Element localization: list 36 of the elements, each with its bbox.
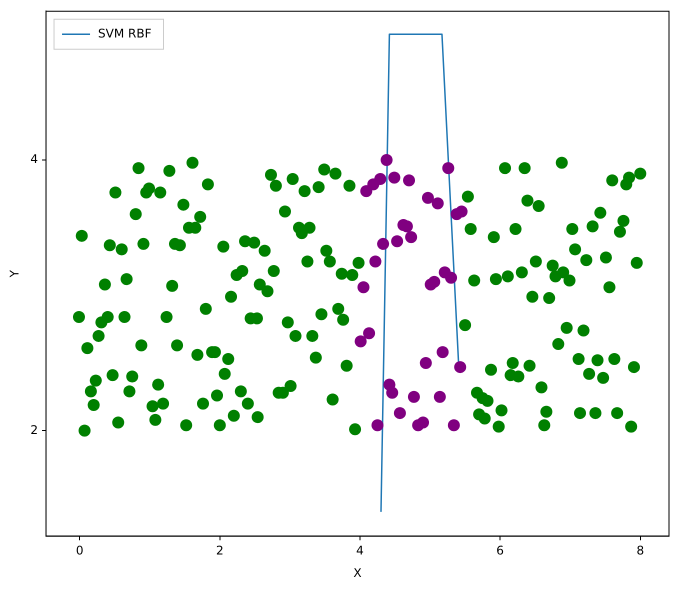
legend-label: SVM RBF [98,26,152,40]
point [367,178,380,190]
point [403,174,416,186]
x-tick-label: 0 [76,544,84,558]
point [448,419,460,432]
point [357,281,370,294]
point [428,276,440,288]
x-tick-label: 6 [496,544,504,558]
point [369,256,382,268]
point [360,185,372,198]
point [420,357,432,370]
point [388,172,400,184]
point [354,335,367,348]
point [405,231,418,244]
point [454,361,466,374]
point [422,192,434,204]
point [417,416,430,429]
point [442,162,454,174]
point [380,154,393,166]
x-tick-label: 4 [356,544,364,558]
point [363,327,376,340]
x-tick-label: 8 [636,544,644,558]
point [456,205,468,218]
point [436,346,449,358]
point [391,235,404,248]
point [408,390,420,403]
point [377,238,390,250]
point [432,197,444,210]
point [394,407,406,420]
point [386,386,398,399]
x-tick-label: 2 [216,544,224,558]
y-axis-title: Y [7,269,22,278]
point [371,419,384,432]
point [445,272,458,284]
x-axis-title: X [353,566,362,580]
point [434,390,446,403]
